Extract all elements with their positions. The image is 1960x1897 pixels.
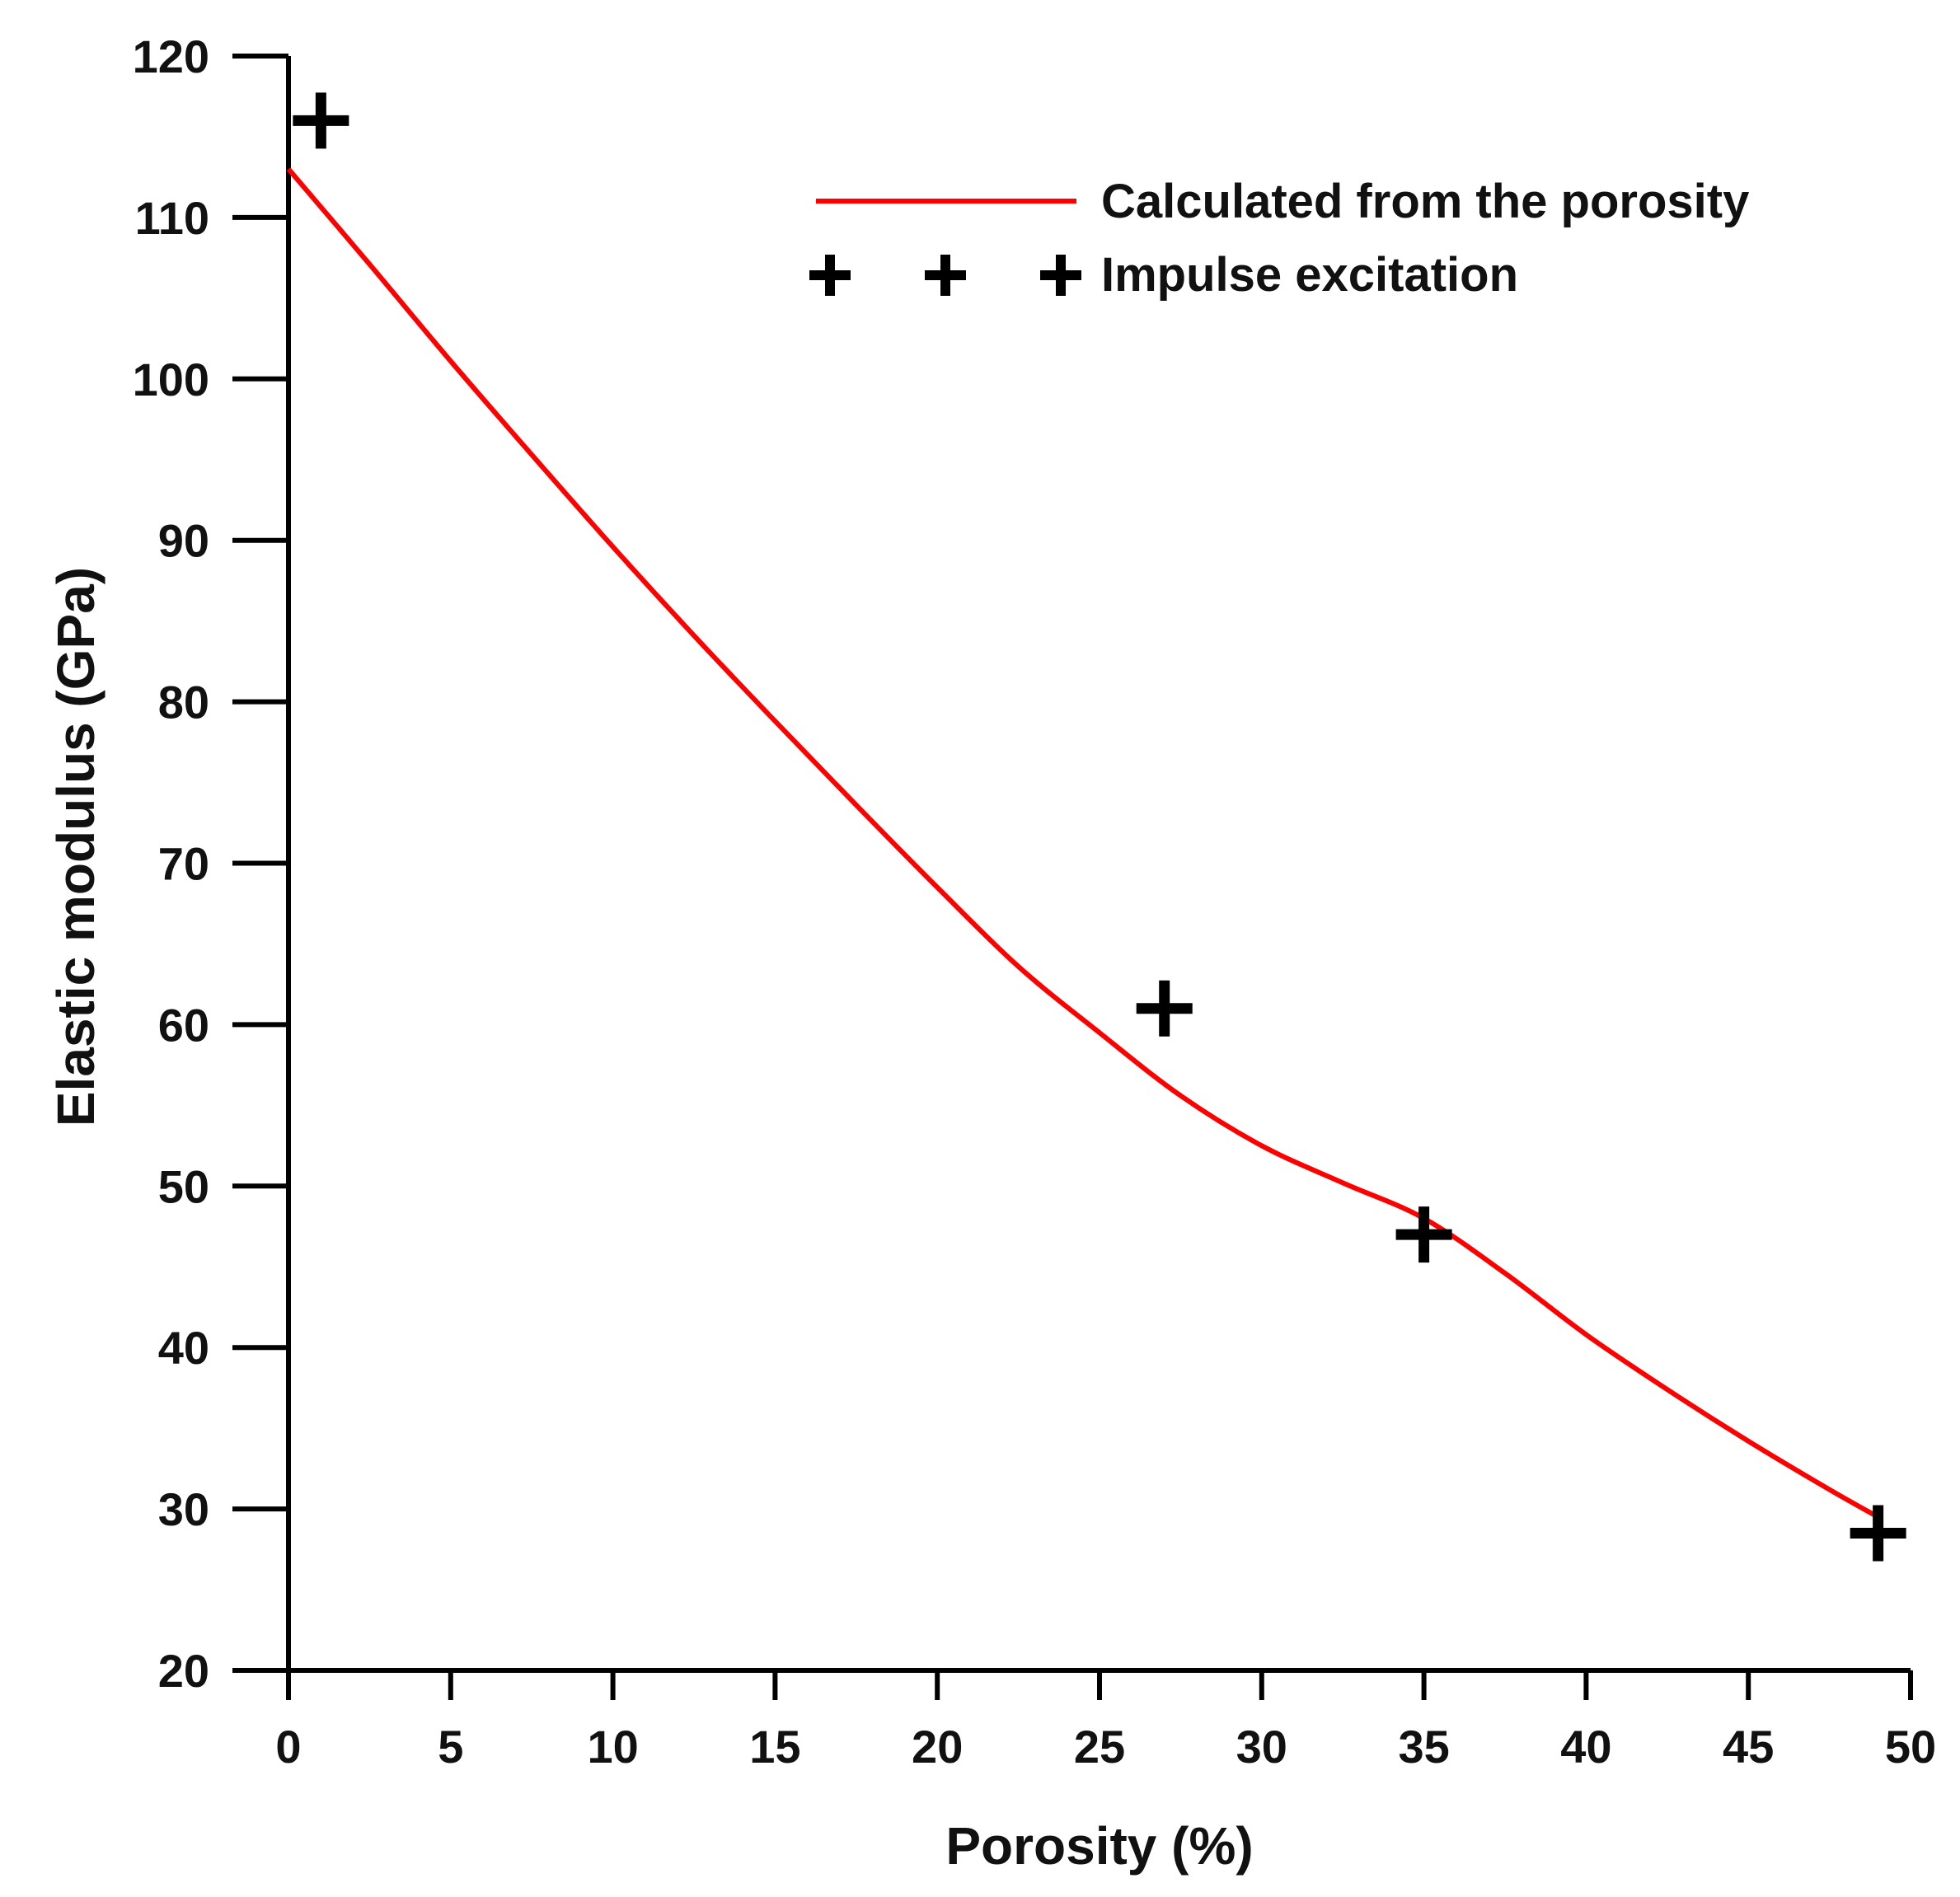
y-tick-label: 70 [158,838,209,890]
y-tick-label: 60 [158,999,209,1051]
legend-plus-marker [1040,255,1081,296]
y-tick-label: 100 [133,354,209,405]
y-ticks: 20 30 40 50 60 70 80 90 100 110 120 [133,30,288,1697]
x-axis-title: Porosity (%) [945,1816,1253,1876]
legend-plus-marker [925,255,966,296]
y-tick-label: 30 [158,1483,209,1535]
y-tick-label: 90 [158,515,209,567]
y-axis-title: Elastic modulus (GPa) [46,567,106,1126]
x-tick-label: 15 [749,1721,800,1773]
impulse-data-point [293,92,349,149]
legend: Calculated from the porosity Impulse exc… [809,175,1749,302]
y-tick-label: 110 [135,192,209,244]
y-tick-label: 80 [158,677,209,728]
x-tick-label: 40 [1560,1721,1611,1773]
x-tick-label: 30 [1236,1721,1287,1773]
legend-label-impulse: Impulse excitation [1101,248,1518,302]
x-tick-label: 5 [438,1721,463,1773]
x-tick-label: 25 [1074,1721,1125,1773]
y-tick-label: 50 [158,1160,209,1212]
legend-label-calculated: Calculated from the porosity [1101,175,1749,228]
series-layer [286,92,1906,1562]
impulse-data-point [1136,980,1193,1037]
x-tick-label: 35 [1398,1721,1449,1773]
impulse-data-point [1850,1505,1906,1562]
legend-marker-swatch [809,255,1081,296]
calculated-curve [286,167,1880,1520]
x-tick-label: 10 [587,1721,638,1773]
x-tick-label: 45 [1723,1721,1774,1773]
y-tick-label: 20 [158,1645,209,1697]
x-ticks: 0 5 10 15 20 25 30 35 40 45 50 [275,1670,1936,1773]
x-tick-label: 20 [912,1721,963,1773]
axes [286,56,1911,1673]
x-tick-label: 50 [1885,1721,1936,1773]
y-tick-label: 40 [158,1322,209,1374]
legend-plus-marker [809,255,851,296]
impulse-data-point [1395,1206,1452,1263]
x-tick-label: 0 [275,1721,301,1773]
y-tick-label: 120 [133,30,209,82]
